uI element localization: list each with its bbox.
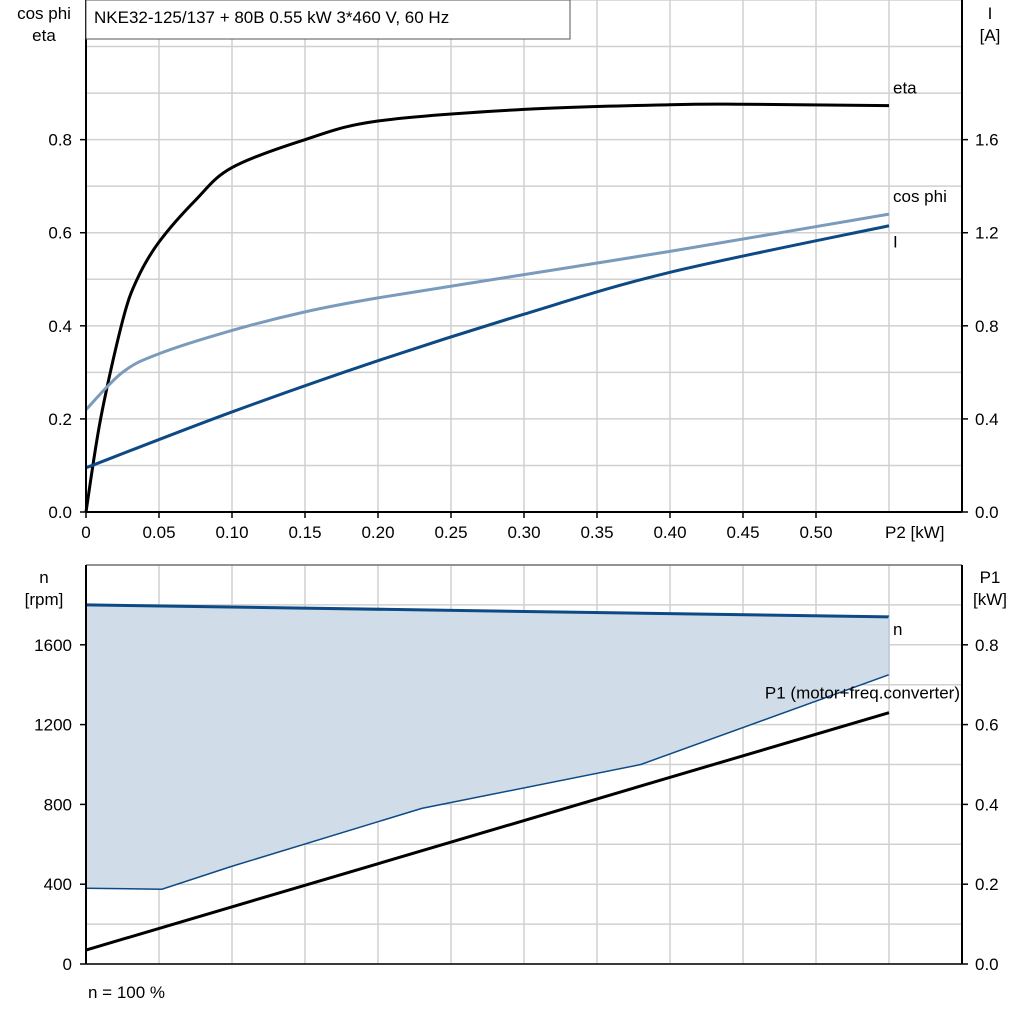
x-axis-label: P2 [kW] xyxy=(885,523,945,542)
left-axis-label: [rpm] xyxy=(25,590,64,609)
bottom-tick-label: 0.45 xyxy=(726,523,759,542)
right-tick-label: 0.0 xyxy=(975,503,999,522)
right-tick-label: 1.2 xyxy=(975,224,999,243)
bottom-tick-label: 0.30 xyxy=(507,523,540,542)
series-label: n xyxy=(893,620,902,639)
left-tick-label: 0.4 xyxy=(48,317,72,336)
series-label: cos phi xyxy=(893,187,947,206)
chart-title: NKE32-125/137 + 80B 0.55 kW 3*460 V, 60 … xyxy=(94,8,449,27)
series-line-cos-phi xyxy=(84,212,890,411)
bottom-tick-label: 0 xyxy=(81,523,90,542)
left-tick-label: 1200 xyxy=(34,716,72,735)
right-axis-label: P1 xyxy=(980,568,1001,587)
right-tick-label: 0.8 xyxy=(975,317,999,336)
bottom-tick-label: 0.10 xyxy=(215,523,248,542)
series-label: I xyxy=(893,233,898,252)
bottom-tick-label: 0.15 xyxy=(288,523,321,542)
bottom-tick-label: 0.50 xyxy=(799,523,832,542)
right-tick-label: 0.8 xyxy=(975,636,999,655)
right-tick-label: 1.6 xyxy=(975,131,999,150)
left-tick-label: 0.6 xyxy=(48,224,72,243)
left-axis-label: eta xyxy=(32,26,56,45)
left-tick-label: 0.0 xyxy=(48,503,72,522)
footer-note: n = 100 % xyxy=(88,983,165,1002)
bottom-tick-label: 0.35 xyxy=(580,523,613,542)
series-label: P1 (motor+freq.converter) xyxy=(765,684,960,703)
left-tick-label: 800 xyxy=(44,795,72,814)
series-line-min-speed xyxy=(85,674,890,890)
bottom-tick-label: 0.20 xyxy=(361,523,394,542)
bottom-tick-label: 0.40 xyxy=(653,523,686,542)
series-line-i xyxy=(85,224,890,470)
right-axis-label: [kW] xyxy=(973,590,1007,609)
left-axis-label: n xyxy=(39,568,48,587)
right-axis-label: I xyxy=(988,4,993,23)
left-tick-label: 0.2 xyxy=(48,410,72,429)
left-tick-label: 1600 xyxy=(34,636,72,655)
right-tick-label: 0.2 xyxy=(975,875,999,894)
series-line-p1-motor-freq-converter- xyxy=(85,711,890,952)
left-tick-label: 400 xyxy=(44,875,72,894)
series-label: eta xyxy=(893,79,917,98)
right-axis-label: [A] xyxy=(980,26,1001,45)
left-axis-label: cos phi xyxy=(17,4,71,23)
right-tick-label: 0.4 xyxy=(975,795,999,814)
right-tick-label: 0.4 xyxy=(975,410,999,429)
bottom-tick-label: 0.05 xyxy=(142,523,175,542)
speed-range-area xyxy=(86,604,889,890)
right-tick-label: 0.0 xyxy=(975,955,999,974)
title-box xyxy=(85,0,571,40)
series-line-n xyxy=(85,603,890,619)
series-line-eta xyxy=(84,102,890,513)
left-tick-label: 0 xyxy=(63,955,72,974)
left-tick-label: 0.8 xyxy=(48,131,72,150)
right-tick-label: 0.6 xyxy=(975,716,999,735)
bottom-tick-label: 0.25 xyxy=(434,523,467,542)
